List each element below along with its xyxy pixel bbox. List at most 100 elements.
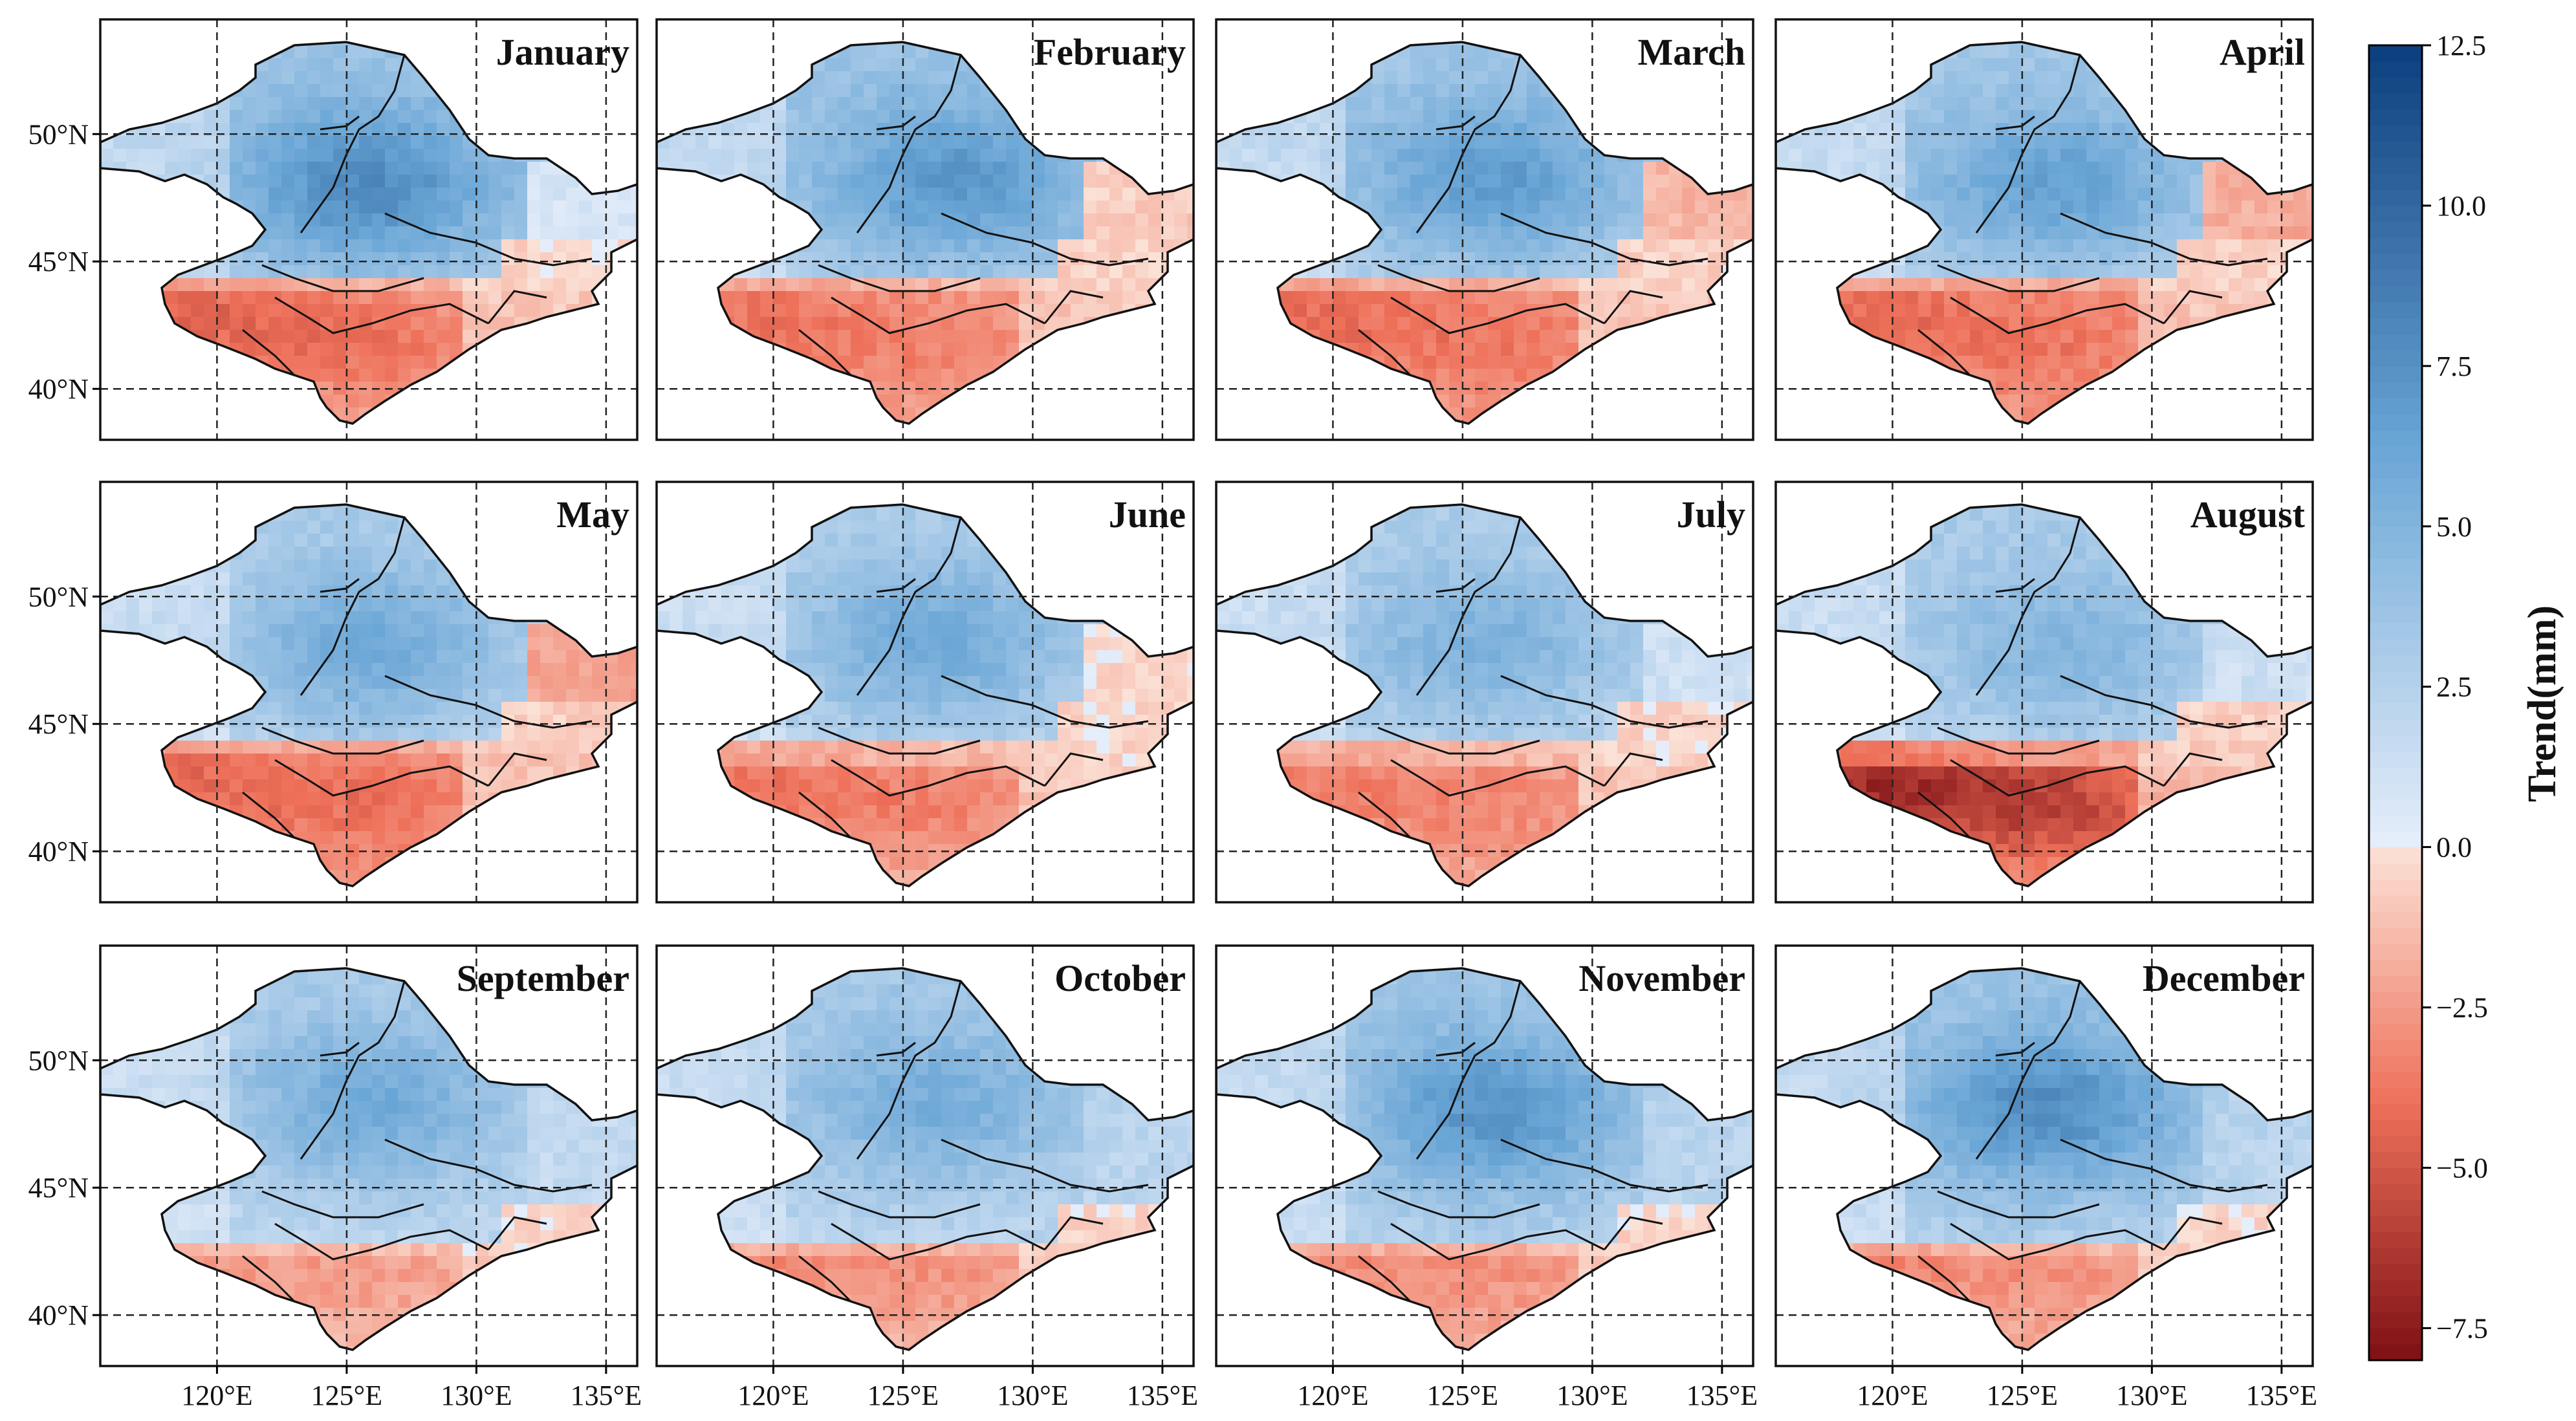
trend-cell bbox=[113, 110, 127, 124]
trend-cell bbox=[566, 71, 580, 85]
trend-cell bbox=[734, 42, 748, 46]
trend-cell bbox=[1346, 45, 1359, 59]
trend-cell bbox=[1135, 110, 1149, 124]
trend-cell bbox=[2203, 175, 2216, 188]
trend-cell bbox=[294, 252, 308, 266]
trend-cell bbox=[1630, 136, 1644, 149]
trend-cell bbox=[1760, 213, 1773, 227]
trend-cell bbox=[1643, 71, 1657, 85]
trend-cell bbox=[1591, 58, 1605, 72]
trend-cell bbox=[1475, 330, 1489, 343]
trend-cell bbox=[463, 84, 476, 98]
trend-cell bbox=[928, 356, 942, 369]
trend-cell bbox=[747, 407, 761, 421]
trend-cell bbox=[838, 278, 851, 292]
trend-cell bbox=[682, 42, 696, 46]
trend-cell bbox=[126, 369, 140, 382]
trend-cell bbox=[579, 407, 593, 421]
trend-cell bbox=[139, 226, 153, 240]
trend-cell bbox=[657, 175, 670, 188]
trend-cell bbox=[2164, 175, 2178, 188]
trend-cell bbox=[1892, 149, 1906, 162]
trend-cell bbox=[1109, 213, 1123, 227]
trend-cell bbox=[307, 136, 321, 149]
trend-cell bbox=[191, 213, 204, 227]
trend-cell bbox=[657, 407, 670, 421]
trend-cell bbox=[411, 291, 424, 305]
trend-cell bbox=[256, 395, 269, 408]
trend-cell bbox=[670, 265, 683, 279]
trend-cell bbox=[553, 395, 567, 408]
trend-cell bbox=[553, 213, 567, 227]
trend-cell bbox=[1346, 330, 1359, 343]
trend-cell bbox=[657, 45, 670, 59]
trend-cell bbox=[1213, 369, 1227, 382]
trend-cell bbox=[592, 395, 606, 408]
trend-cell bbox=[1032, 71, 1045, 85]
trend-cell bbox=[501, 188, 515, 201]
trend-cell bbox=[1866, 149, 1880, 162]
trend-cell bbox=[566, 136, 580, 149]
trend-cell bbox=[126, 84, 140, 98]
trend-cell bbox=[1449, 343, 1463, 356]
trend-cell bbox=[2112, 45, 2126, 59]
trend-cell bbox=[566, 188, 580, 201]
trend-cell bbox=[1135, 226, 1149, 240]
trend-cell bbox=[682, 58, 696, 72]
trend-cell bbox=[527, 84, 541, 98]
trend-cell bbox=[1320, 58, 1333, 72]
trend-cell bbox=[902, 84, 916, 98]
trend-cell bbox=[682, 175, 696, 188]
trend-cell bbox=[2319, 84, 2333, 98]
trend-cell bbox=[812, 252, 825, 266]
trend-cell bbox=[1527, 97, 1540, 111]
trend-cell bbox=[191, 226, 204, 240]
trend-cell bbox=[1957, 58, 1970, 72]
trend-cell bbox=[230, 407, 243, 421]
trend-cell bbox=[1359, 252, 1372, 266]
trend-cell bbox=[411, 213, 424, 227]
trend-cell bbox=[1268, 97, 1282, 111]
trend-cell bbox=[1669, 188, 1683, 201]
trend-cell bbox=[993, 201, 1007, 214]
trend-cell bbox=[1006, 239, 1020, 253]
trend-cell bbox=[1174, 343, 1188, 356]
trend-cell bbox=[2138, 42, 2152, 46]
trend-cell bbox=[864, 265, 877, 279]
trend-cell bbox=[2060, 201, 2074, 214]
trend-cell bbox=[838, 149, 851, 162]
trend-cell bbox=[527, 71, 541, 85]
trend-cell bbox=[2138, 162, 2152, 175]
trend-cell bbox=[1760, 110, 1773, 124]
trend-cell bbox=[786, 123, 800, 136]
trend-cell bbox=[851, 162, 864, 175]
trend-cell bbox=[1798, 407, 1812, 421]
trend-cell bbox=[1773, 252, 1786, 266]
trend-cell bbox=[1879, 71, 1893, 85]
trend-cell bbox=[773, 123, 787, 136]
trend-cell bbox=[708, 239, 722, 253]
map-plot-area bbox=[1776, 19, 2333, 440]
trend-cell bbox=[1216, 265, 1230, 279]
trend-cell bbox=[915, 369, 929, 382]
trend-cell bbox=[243, 110, 256, 124]
trend-cell bbox=[113, 369, 127, 382]
trend-cell bbox=[812, 369, 825, 382]
trend-cell bbox=[243, 42, 256, 46]
trend-cell bbox=[1734, 226, 1747, 240]
trend-cell bbox=[864, 110, 877, 124]
trend-cell bbox=[1226, 291, 1239, 305]
trend-cell bbox=[851, 395, 864, 408]
trend-cell bbox=[1802, 201, 1815, 214]
trend-cell bbox=[139, 356, 153, 369]
trend-cell bbox=[2060, 42, 2074, 46]
trend-cell bbox=[475, 369, 489, 382]
trend-cell bbox=[1097, 110, 1110, 124]
trend-cell bbox=[1097, 188, 1110, 201]
trend-cell bbox=[385, 304, 398, 318]
trend-cell bbox=[320, 407, 334, 421]
trend-cell bbox=[877, 45, 890, 59]
trend-cell bbox=[618, 188, 631, 201]
trend-cell bbox=[670, 226, 683, 240]
trend-cell bbox=[1918, 188, 1932, 201]
